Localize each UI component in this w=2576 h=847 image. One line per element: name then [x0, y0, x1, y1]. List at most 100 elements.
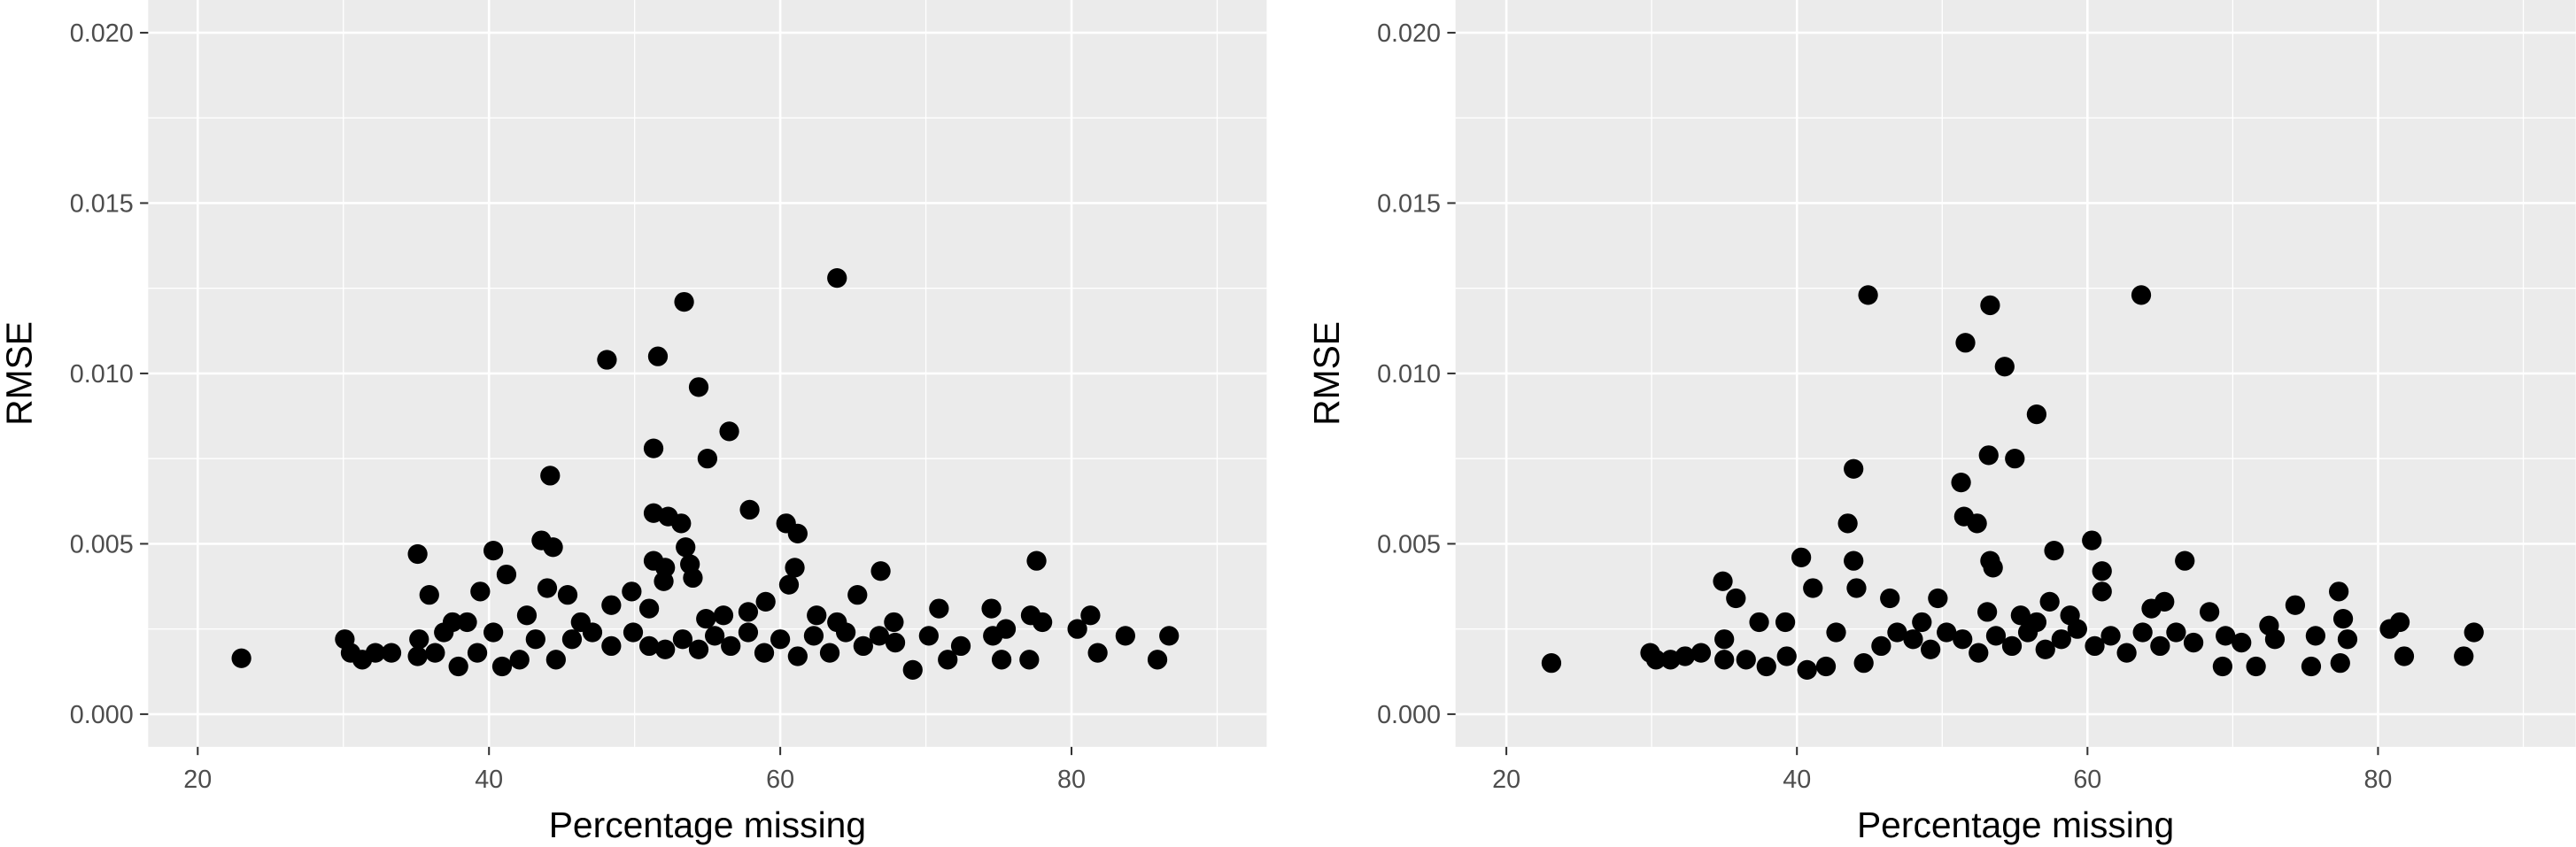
point — [516, 605, 538, 626]
point — [2379, 619, 2400, 639]
point — [2026, 612, 2047, 633]
point — [676, 537, 696, 558]
point — [885, 632, 906, 653]
point — [2337, 629, 2358, 650]
point — [738, 602, 759, 622]
point — [688, 639, 709, 659]
point — [2264, 629, 2286, 650]
point — [918, 626, 939, 646]
point — [719, 421, 739, 442]
y-tick-label: 0.010 — [70, 360, 134, 389]
point — [2010, 605, 2031, 626]
point — [754, 643, 775, 663]
point — [2001, 635, 2023, 657]
point — [1887, 622, 1907, 643]
point — [1797, 659, 1817, 680]
point — [231, 648, 251, 668]
point — [2183, 632, 2204, 653]
point — [655, 639, 676, 659]
point — [2150, 635, 2170, 657]
point — [2092, 581, 2112, 602]
point — [601, 635, 622, 657]
x-tick-label: 60 — [766, 766, 794, 794]
point — [2116, 643, 2137, 663]
point — [902, 659, 923, 680]
x-tick-label: 20 — [183, 766, 212, 794]
panel: 20 40 60 80 0.000 0.005 0.010 0.015 0.020 Percent… — [1306, 0, 2576, 845]
point — [674, 291, 694, 312]
point — [721, 635, 741, 657]
y-tick-label: 0.020 — [1377, 19, 1441, 48]
point — [2464, 622, 2484, 643]
point — [409, 629, 429, 650]
y-tick-label: 0.000 — [1377, 701, 1441, 729]
point — [2305, 626, 2326, 646]
point — [2454, 646, 2474, 666]
point — [638, 635, 660, 657]
point — [2005, 449, 2025, 469]
point — [981, 598, 1002, 619]
point — [755, 591, 776, 612]
point — [1690, 643, 1712, 663]
y-tick-label: 0.005 — [1377, 531, 1441, 559]
panel: 20 40 60 80 0.000 0.005 0.010 0.015 0.020 Percent… — [0, 0, 1267, 845]
point — [827, 612, 847, 633]
point — [2131, 285, 2152, 305]
point — [1714, 629, 1735, 650]
point — [696, 608, 716, 629]
point — [671, 513, 692, 534]
point — [2330, 653, 2350, 674]
point — [1756, 656, 1776, 677]
point — [1033, 612, 1053, 633]
point — [2100, 626, 2121, 646]
point — [1087, 643, 1108, 663]
point — [2175, 551, 2195, 571]
point — [1928, 588, 1948, 609]
point — [803, 626, 824, 646]
point — [1953, 629, 1973, 650]
point — [704, 626, 725, 646]
point — [2301, 656, 2322, 677]
point — [738, 622, 759, 643]
point — [1951, 472, 1971, 493]
point — [2051, 629, 2071, 650]
point — [1994, 357, 2015, 377]
point — [1880, 588, 1900, 609]
point — [1080, 605, 1101, 626]
point — [419, 585, 439, 605]
point — [622, 581, 642, 602]
point — [2166, 622, 2186, 643]
point — [2039, 591, 2060, 612]
x-tick-label: 40 — [475, 766, 503, 794]
point — [525, 629, 545, 650]
y-tick-label: 0.015 — [70, 190, 134, 219]
point — [870, 561, 891, 581]
point — [1815, 656, 1837, 677]
point — [1675, 646, 1696, 666]
y-tick-label: 0.015 — [1377, 190, 1441, 219]
point — [1775, 612, 1796, 633]
point — [1159, 626, 1180, 646]
point — [638, 598, 660, 619]
point — [1903, 629, 1923, 650]
point — [1026, 551, 1047, 571]
point — [869, 626, 890, 646]
point — [1749, 612, 1769, 633]
point — [1980, 295, 2000, 316]
point — [448, 656, 468, 677]
x-tick-label: 60 — [2073, 766, 2101, 794]
point — [407, 646, 428, 666]
point — [778, 574, 800, 595]
point — [643, 438, 664, 458]
x-tick-label: 40 — [1783, 766, 1811, 794]
point — [1713, 571, 1733, 591]
point — [467, 643, 488, 663]
point — [785, 558, 805, 578]
point — [819, 643, 840, 663]
point — [847, 585, 868, 605]
point — [1983, 558, 2003, 578]
point — [884, 612, 904, 633]
point — [2216, 626, 2236, 646]
